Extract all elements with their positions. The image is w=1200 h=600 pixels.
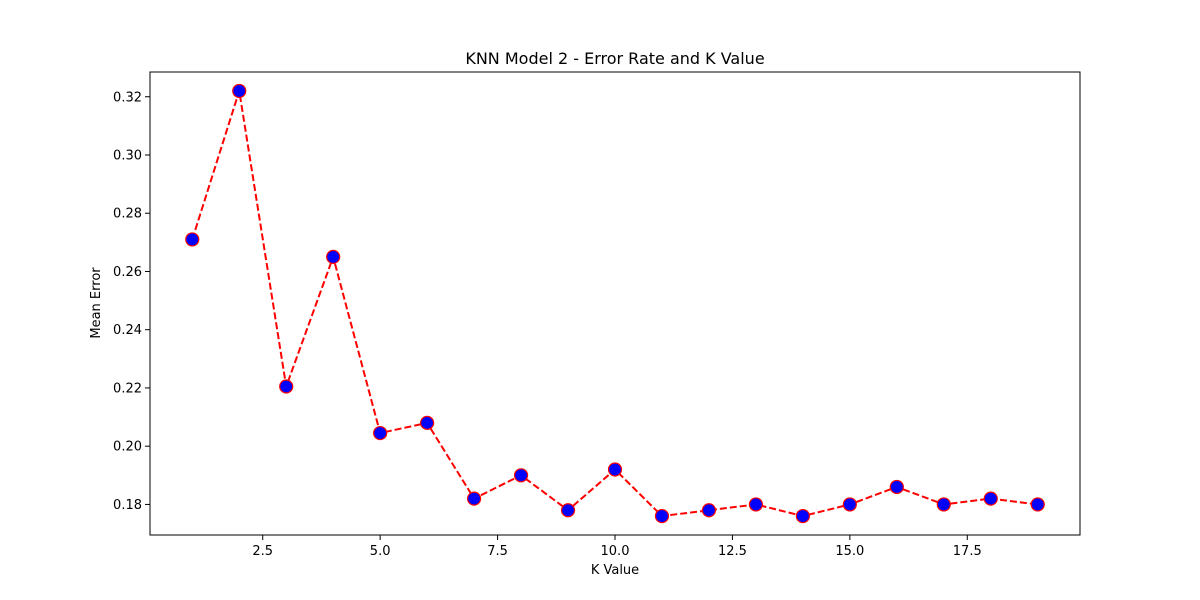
- data-point: [1030, 497, 1045, 512]
- data-point: [889, 479, 904, 495]
- x-tick-label: 5.0: [370, 544, 391, 559]
- data-point: [795, 508, 810, 524]
- y-tick-label: 0.32: [113, 90, 142, 105]
- series-points: [185, 83, 1045, 524]
- x-tick-label: 17.5: [953, 544, 982, 559]
- x-axis: 2.5 5.0 7.5 10.0 12.5 15.0 17.5: [252, 535, 982, 559]
- y-tick-label: 0.18: [113, 498, 142, 513]
- y-axis: 0.18 0.20 0.22 0.24 0.26 0.28 0.30 0.32: [113, 90, 150, 513]
- y-tick-label: 0.22: [113, 381, 142, 396]
- data-point: [232, 83, 247, 99]
- y-tick-label: 0.28: [113, 207, 142, 222]
- x-tick-label: 2.5: [252, 544, 273, 559]
- chart-title: KNN Model 2 - Error Rate and K Value: [465, 49, 764, 68]
- data-point: [607, 462, 623, 477]
- y-tick-label: 0.20: [113, 440, 142, 455]
- y-tick-label: 0.24: [113, 323, 142, 338]
- data-point: [326, 249, 341, 265]
- data-point: [466, 491, 482, 506]
- x-tick-label: 10.0: [601, 544, 630, 559]
- data-point: [560, 503, 576, 518]
- x-tick-label: 15.0: [835, 544, 864, 559]
- data-point: [936, 497, 951, 512]
- x-tick-label: 12.5: [718, 544, 747, 559]
- data-point: [279, 379, 294, 394]
- data-point: [748, 497, 764, 512]
- x-tick-label: 7.5: [487, 544, 508, 559]
- data-point: [373, 425, 388, 441]
- data-point: [654, 508, 670, 524]
- data-point: [701, 503, 717, 518]
- x-axis-title: K Value: [591, 563, 639, 578]
- data-point: [185, 232, 200, 247]
- data-point: [513, 468, 529, 483]
- data-point: [983, 491, 998, 506]
- y-tick-label: 0.30: [113, 148, 142, 163]
- data-point: [420, 415, 435, 430]
- y-tick-label: 0.26: [113, 265, 142, 280]
- y-axis-title: Mean Error: [89, 267, 104, 339]
- data-point: [842, 497, 857, 512]
